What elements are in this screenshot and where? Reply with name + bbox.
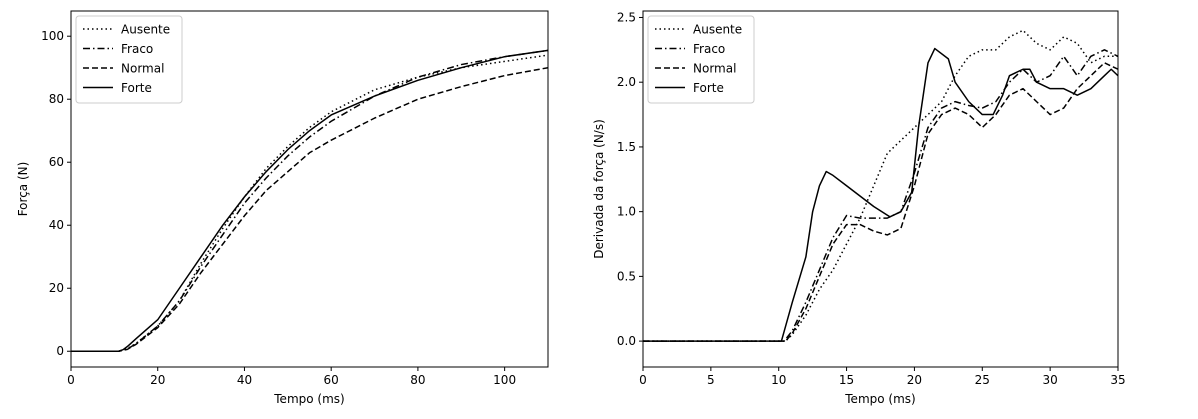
x-tick-label: 80 [410,373,425,387]
x-axis-label: Tempo (ms) [844,392,915,406]
x-tick-label: 20 [150,373,165,387]
legend: Ausente Fraco Normal Forte [647,15,755,104]
x-tick-label: 10 [771,373,786,387]
legend-label-fraco: Fraco [121,42,153,56]
series-line-ausente [643,29,1118,342]
x-tick-label: 20 [907,373,922,387]
series-line-fraco [71,49,548,352]
y-tick-label: 80 [49,92,64,106]
legend-label-fraco: Fraco [693,42,725,56]
x-tick-label: 100 [493,373,516,387]
chart-2: 0 5 10 15 20 25 30 35 0.0 0.5 1.0 1.5 2.0 2.5 Tempo (m… [592,10,1126,406]
x-tick-label: 0 [67,373,75,387]
y-tick-label: 0 [56,344,64,358]
x-tick-label: 5 [707,373,715,387]
plot-frame [70,10,549,368]
y-tick-label: 0.5 [617,269,636,283]
legend-label-forte: Forte [693,81,724,95]
legend-label-ausente: Ausente [693,23,742,37]
x-tick-label: 30 [1043,373,1058,387]
y-tick-label: 2.5 [617,10,636,24]
legend: Ausente Fraco Normal Forte [75,15,183,104]
legend-box [647,15,755,104]
y-tick-label: 20 [49,281,64,295]
x-axis-label: Tempo (ms) [273,392,344,406]
x-tick-label: 25 [975,373,990,387]
x-tick-label: 15 [839,373,854,387]
y-axis-label: Força (N) [16,162,30,217]
x-tick-label: 0 [639,373,647,387]
y-tick-label: 1.5 [617,140,636,154]
x-tick-label: 35 [1110,373,1125,387]
y-tick-label: 2.0 [617,75,636,89]
x-tick-label: 60 [324,373,339,387]
y-tick-label: 0.0 [617,334,636,348]
y-tick-label: 1.0 [617,205,636,219]
y-tick-label: 100 [41,29,64,43]
chart-1: 0 20 40 60 80 100 0 20 40 60 80 100 Tempo (ms) Força … [16,10,549,406]
legend-label-forte: Forte [121,81,152,95]
series-line-normal [643,62,1118,342]
y-axis-label: Derivada da força (N/s) [592,119,606,259]
series-line-forte [71,49,548,352]
series-line-fraco [643,49,1118,342]
legend-label-normal: Normal [121,62,164,76]
legend-box [75,15,183,104]
legend-label-ausente: Ausente [121,23,170,37]
plot-frame [642,10,1119,368]
series-line-forte [643,47,1118,342]
x-tick-label: 40 [237,373,252,387]
y-tick-label: 40 [49,218,64,232]
legend-label-normal: Normal [693,62,736,76]
y-tick-label: 60 [49,155,64,169]
series-line-normal [71,66,548,352]
